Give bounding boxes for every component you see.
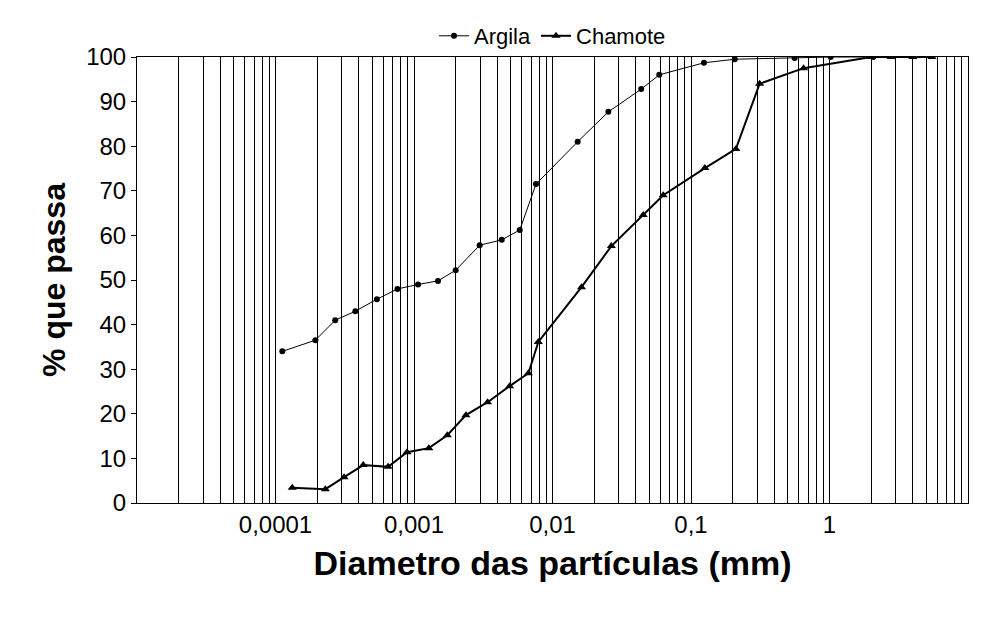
svg-text:0,0001: 0,0001	[239, 511, 312, 538]
svg-text:0: 0	[113, 489, 126, 516]
svg-text:Argila: Argila	[474, 24, 531, 49]
svg-text:60: 60	[99, 222, 126, 249]
svg-text:30: 30	[99, 356, 126, 383]
svg-text:Diametro das partículas (mm): Diametro das partículas (mm)	[313, 544, 791, 582]
svg-text:20: 20	[99, 400, 126, 427]
svg-text:1: 1	[823, 511, 836, 538]
svg-text:70: 70	[99, 177, 126, 204]
svg-text:0,1: 0,1	[674, 511, 707, 538]
svg-text:40: 40	[99, 311, 126, 338]
svg-text:90: 90	[99, 88, 126, 115]
svg-text:0,001: 0,001	[384, 511, 444, 538]
svg-text:% que passa: % que passa	[36, 183, 72, 377]
svg-text:50: 50	[99, 266, 126, 293]
svg-text:100: 100	[86, 43, 126, 70]
svg-text:10: 10	[99, 445, 126, 472]
svg-text:80: 80	[99, 133, 126, 160]
svg-text:0,01: 0,01	[529, 511, 576, 538]
svg-text:Chamote: Chamote	[576, 24, 665, 49]
